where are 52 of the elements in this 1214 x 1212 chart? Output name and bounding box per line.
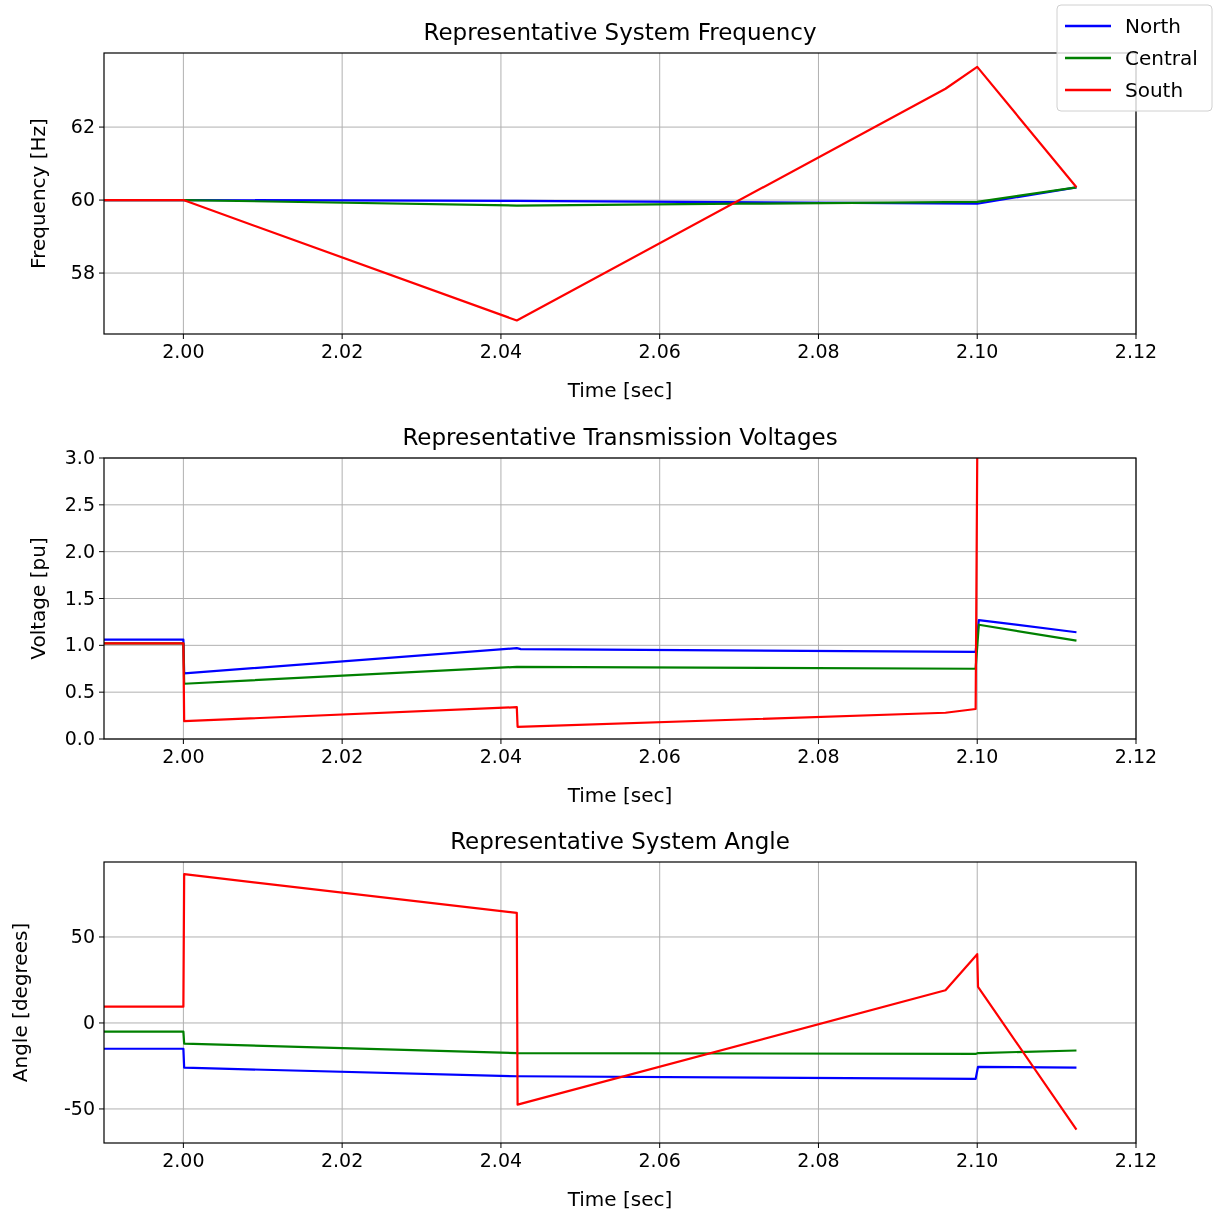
x-tick-label: 2.00 xyxy=(162,1149,205,1171)
x-tick-label: 2.10 xyxy=(956,1149,999,1171)
x-tick-label: 2.06 xyxy=(638,745,681,767)
x-tick-label: 2.02 xyxy=(321,745,364,767)
x-axis-title: Time [sec] xyxy=(566,1187,673,1211)
line-series xyxy=(104,1030,1078,1056)
x-tick-label: 2.08 xyxy=(797,340,840,362)
x-axis-title: Time [sec] xyxy=(566,783,673,807)
x-axis-title: Time [sec] xyxy=(566,378,673,402)
y-tick-label: 58 xyxy=(70,261,95,284)
y-tick-label: 60 xyxy=(70,188,95,211)
y-tick-label: 2.5 xyxy=(64,492,95,515)
line-series xyxy=(104,1047,1078,1080)
x-tick-label: 2.04 xyxy=(479,745,523,767)
y-tick-label: 3.0 xyxy=(64,446,95,468)
x-tick-label: 2.04 xyxy=(479,1149,523,1171)
chart-title: Representative System Frequency xyxy=(423,19,817,45)
y-axis-title: Voltage [pu] xyxy=(26,537,50,660)
y-tick-label: 1.5 xyxy=(64,586,95,609)
x-tick-label: 2.00 xyxy=(162,340,205,362)
x-tick-label: 2.06 xyxy=(638,1149,681,1171)
x-tick-label: 2.08 xyxy=(797,745,840,767)
x-tick-label: 2.12 xyxy=(1114,340,1158,362)
x-tick-label: 2.02 xyxy=(321,1149,364,1171)
y-tick-label: 1.0 xyxy=(64,633,95,656)
y-tick-label: 50 xyxy=(70,924,95,947)
y-axis-title: Angle [degrees] xyxy=(8,922,32,1083)
line-series xyxy=(104,65,1078,322)
y-tick-label: 62 xyxy=(70,115,95,138)
chart-title: Representative System Angle xyxy=(450,828,790,854)
legend-label: South xyxy=(1125,78,1184,102)
x-tick-label: 2.02 xyxy=(321,340,364,362)
x-tick-label: 2.04 xyxy=(479,340,523,362)
line-series xyxy=(104,456,979,728)
line-series xyxy=(104,873,1078,1131)
y-tick-label: 0.0 xyxy=(64,727,95,749)
y-axis-title: Frequency [Hz] xyxy=(26,118,50,269)
x-tick-label: 2.10 xyxy=(956,340,999,362)
x-tick-label: 2.10 xyxy=(956,745,999,767)
x-tick-label: 2.08 xyxy=(797,1149,840,1171)
y-tick-label: 2.0 xyxy=(64,539,95,562)
y-tick-label: -50 xyxy=(63,1096,95,1119)
x-tick-label: 2.00 xyxy=(162,745,205,767)
x-tick-label: 2.12 xyxy=(1114,1149,1158,1171)
legend-label: Central xyxy=(1125,46,1198,70)
line-series xyxy=(104,618,1078,675)
x-tick-label: 2.12 xyxy=(1114,745,1158,767)
legend-label: North xyxy=(1125,14,1181,38)
chart-title: Representative Transmission Voltages xyxy=(402,424,838,450)
x-tick-label: 2.06 xyxy=(638,340,681,362)
y-tick-label: 0.5 xyxy=(64,680,95,703)
y-tick-label: 0 xyxy=(82,1010,95,1033)
